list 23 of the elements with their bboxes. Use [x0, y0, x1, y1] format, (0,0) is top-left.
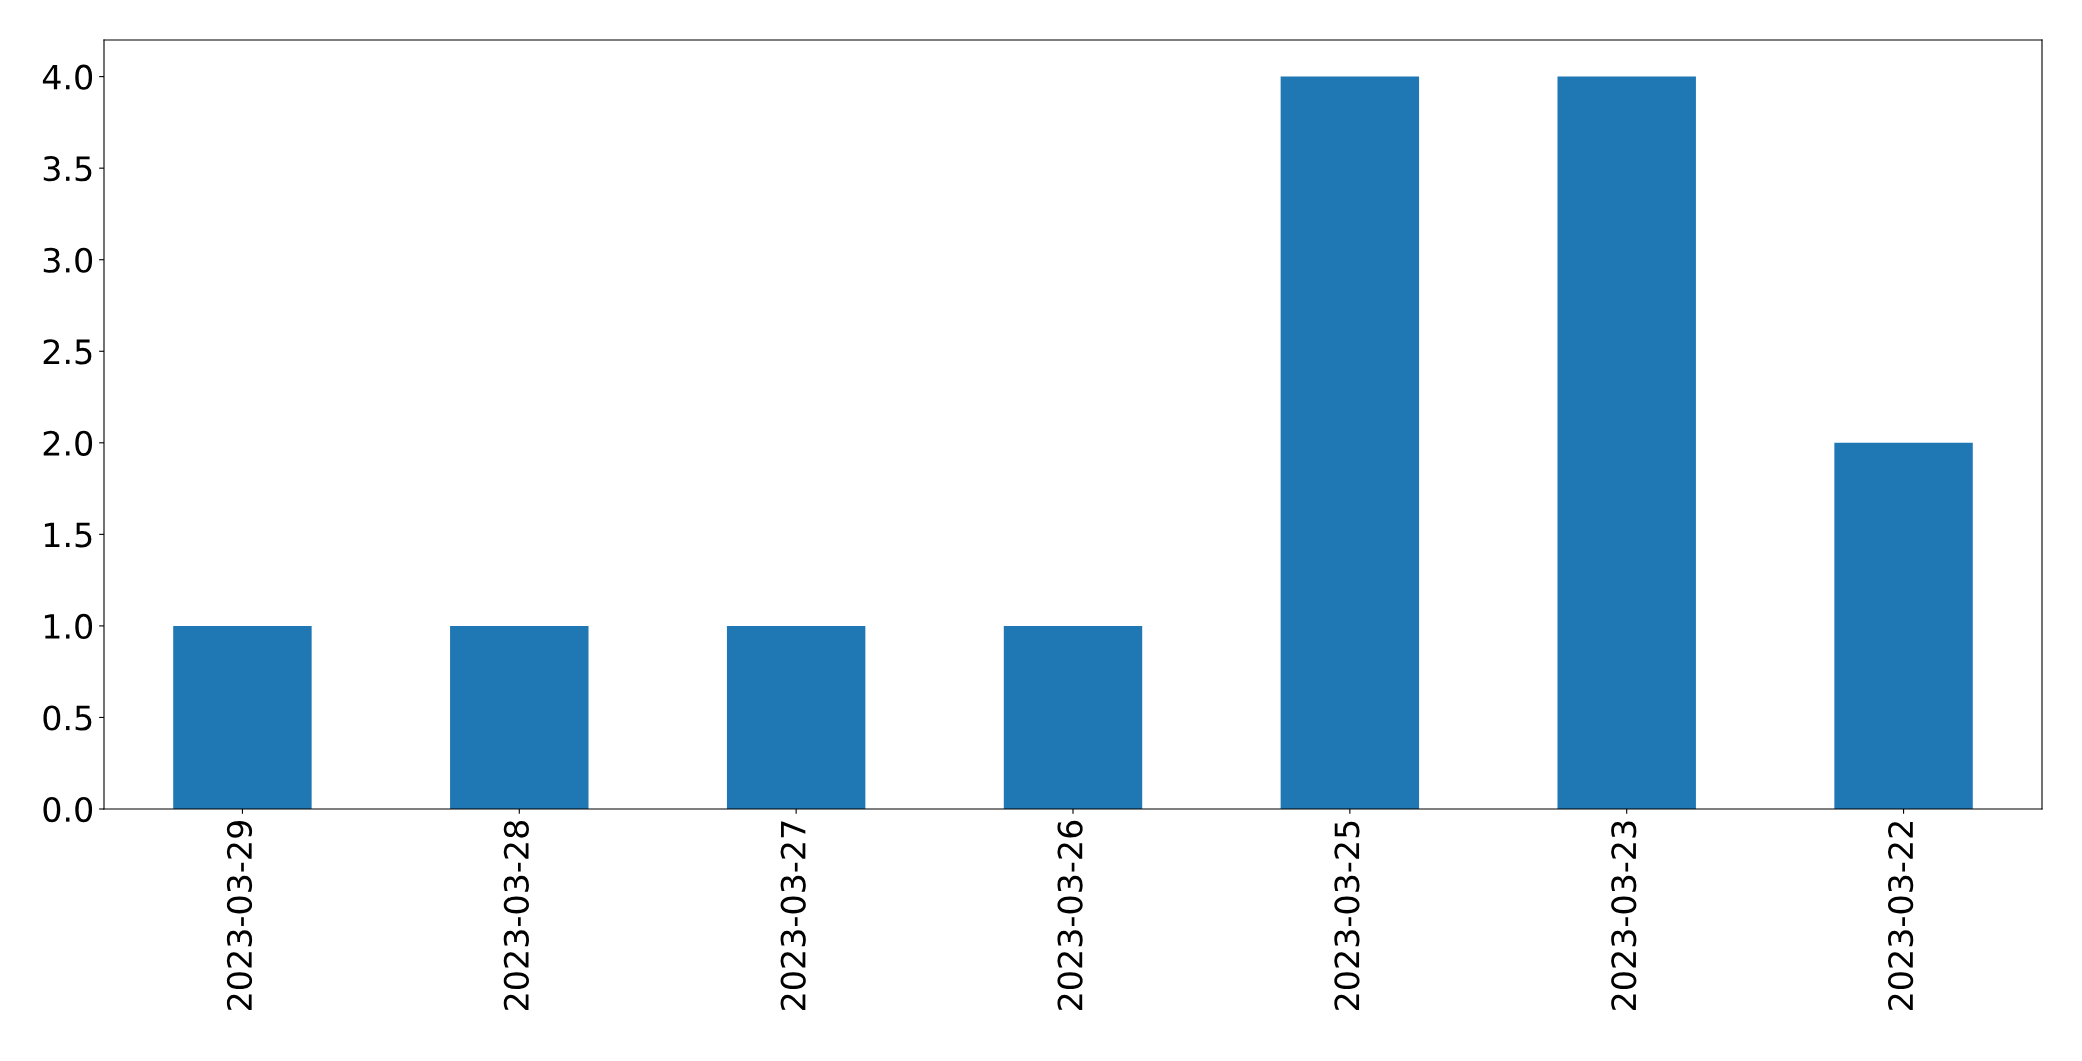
y-tick-label: 1.5 — [44, 522, 92, 548]
bar — [1003, 625, 1143, 809]
y-tick-label: 2.5 — [43, 339, 92, 365]
y-tick-label: 1.0 — [44, 613, 93, 640]
x-tick-label: 2023-03-22 — [1888, 822, 1914, 1010]
x-tick-label: 2023-03-26 — [1057, 820, 1083, 1010]
x-tick-label: 2023-03-25 — [1334, 821, 1360, 1010]
bar — [1834, 442, 1973, 809]
y-tick-label: 3.5 — [43, 156, 92, 182]
bar — [726, 625, 866, 809]
bar — [450, 625, 589, 809]
x-tick-label: 2023-03-28 — [503, 821, 529, 1010]
x-tick-label: 2023-03-23 — [1611, 821, 1637, 1010]
y-tick-label: 4.0 — [42, 64, 93, 90]
y-tick-label: 0.5 — [43, 705, 92, 731]
bar — [1557, 76, 1696, 809]
y-tick-label: 2.0 — [43, 430, 93, 456]
y-tick-label: 3.0 — [43, 247, 93, 273]
x-tick-label: 2023-03-27 — [780, 821, 806, 1010]
bar — [173, 625, 312, 809]
bar — [1280, 76, 1420, 809]
y-tick-label: 0.0 — [43, 796, 93, 823]
x-tick-label: 2023-03-29 — [226, 821, 253, 1010]
